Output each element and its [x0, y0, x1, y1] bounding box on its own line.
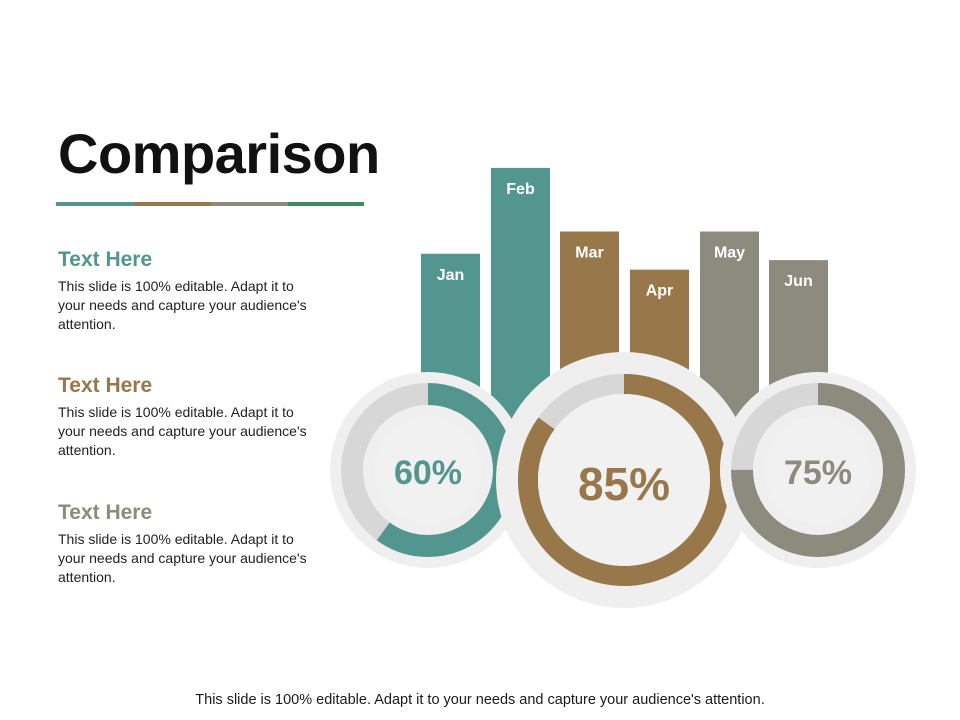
text-block-1: Text Here This slide is 100% editable. A…	[58, 247, 308, 334]
donut-2-percent-label: 85%	[578, 458, 670, 510]
text-block-2: Text Here This slide is 100% editable. A…	[58, 373, 308, 460]
text-block-3-title: Text Here	[58, 501, 153, 524]
bar-label-apr: Apr	[646, 283, 674, 300]
bar-label-jan: Jan	[437, 267, 465, 284]
text-block-1-body: This slide is 100% editable. Adapt it to…	[58, 278, 307, 332]
title-underline-segment-4	[288, 202, 364, 206]
bar-label-mar: Mar	[575, 245, 603, 262]
text-block-3: Text Here This slide is 100% editable. A…	[58, 500, 308, 587]
slide-title: Comparison	[58, 122, 380, 185]
bar-label-jun: Jun	[784, 273, 812, 290]
text-block-2-title: Text Here	[58, 374, 153, 397]
donut-1-center	[374, 416, 482, 524]
donut-3-arc	[731, 383, 905, 557]
title-underline-segment-1	[56, 202, 134, 206]
donut-2-center	[538, 394, 710, 566]
donut-3: 75%	[720, 372, 916, 568]
donut-2: 85%	[496, 352, 752, 608]
title-underline	[56, 202, 364, 206]
donut-2-arc	[518, 374, 730, 586]
title-underline-segment-3	[211, 202, 288, 206]
donut-1-percent-label: 60%	[394, 454, 462, 492]
text-block-3-body: This slide is 100% editable. Adapt it to…	[58, 531, 307, 585]
donut-3-center	[764, 416, 872, 524]
bar-label-feb: Feb	[506, 181, 535, 198]
donut-3-percent-label: 75%	[784, 454, 852, 492]
text-block-2-body: This slide is 100% editable. Adapt it to…	[58, 404, 307, 458]
title-underline-segment-2	[134, 202, 211, 206]
text-block-1-title: Text Here	[58, 248, 153, 271]
bar-label-may: May	[714, 245, 745, 262]
footer-text: This slide is 100% editable. Adapt it to…	[195, 692, 765, 708]
donut-group: 60% 85% 75%	[330, 352, 916, 608]
